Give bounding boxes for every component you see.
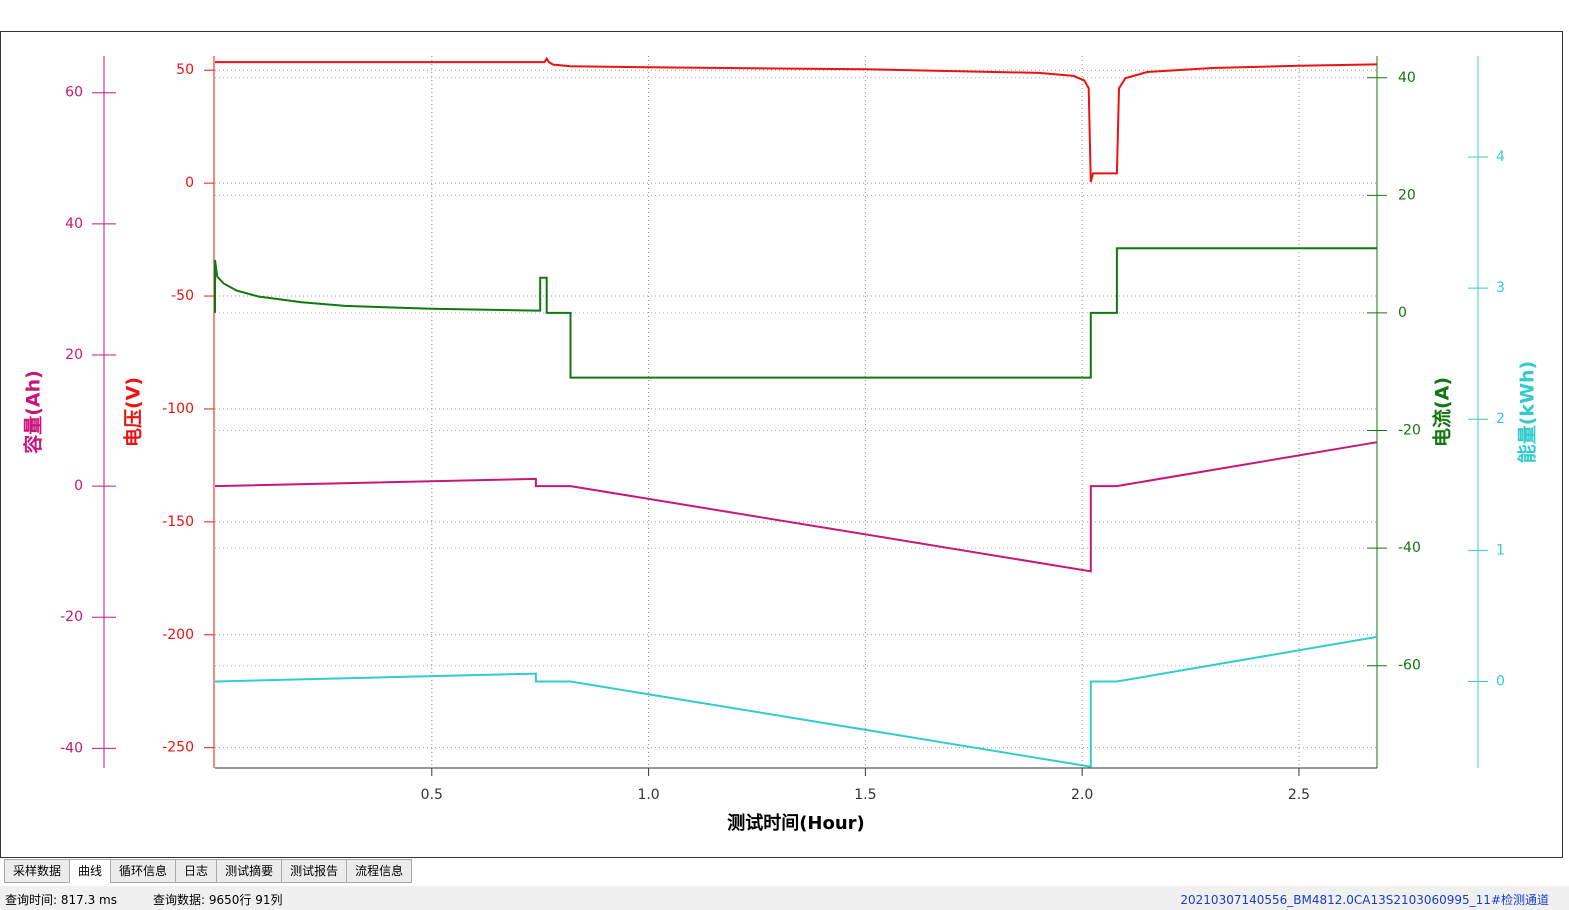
data-line	[214, 441, 1378, 573]
x-axis-label: 测试时间(Hour)	[727, 812, 865, 834]
y-tick-label: 20	[65, 347, 83, 363]
y-tick-label: 0	[185, 175, 194, 191]
chart-frame: 测试时间(Hour) 0.5 1.0 1.5 2.0 2.5 60 40 20 0 -20 -40 容…	[0, 31, 1563, 858]
y-tick-label: 0	[1398, 305, 1407, 321]
tab-bar: 采样数据 曲线 循环信息 日志 测试摘要 测试报告 流程信息	[4, 859, 413, 883]
y-tick-label: 4	[1496, 149, 1505, 165]
y-tick-label: -40	[1398, 540, 1421, 556]
tab[interactable]: 循环信息	[110, 859, 177, 883]
tab[interactable]: 测试摘要	[216, 859, 283, 883]
y-axis-label: 能量(kWh)	[1516, 361, 1539, 464]
y-axis-label: 电流(A)	[1431, 377, 1454, 447]
y-axis-label: 容量(Ah)	[22, 370, 45, 454]
tab[interactable]: 采样数据	[4, 859, 71, 883]
tab[interactable]: 流程信息	[346, 859, 413, 883]
data-line	[214, 635, 1378, 768]
y-tick-label: -40	[60, 740, 83, 756]
x-tick-label: 1.0	[637, 787, 659, 803]
y-tick-label: 2	[1496, 411, 1505, 427]
y-tick-label: -60	[1398, 658, 1421, 674]
y-tick-label: -250	[162, 740, 194, 756]
y-tick-label: 40	[65, 216, 83, 232]
channel: 20210307140556_BM4812.0CA13S2103060995_1…	[1180, 893, 1549, 907]
chart: 测试时间(Hour) 0.5 1.0 1.5 2.0 2.56040200-20-40容…	[22, 56, 1539, 834]
x-tick-label: 2.5	[1288, 787, 1310, 803]
x-tick-label: 0.5	[421, 787, 443, 803]
x-tick-label: 2.0	[1071, 787, 1093, 803]
y-tick-label: 40	[1398, 70, 1416, 86]
query-time: 查询时间: 817.3 ms	[5, 893, 117, 907]
y-tick-label: 0	[1496, 673, 1505, 689]
y-tick-label: -150	[162, 514, 194, 530]
y-tick-label: 50	[176, 62, 194, 78]
y-tick-label: 20	[1398, 187, 1416, 203]
y-tick-label: 1	[1496, 542, 1505, 558]
y-tick-label: -200	[162, 627, 194, 643]
data-line	[215, 56, 1378, 183]
y-tick-label: 0	[74, 478, 83, 494]
y-tick-label: -50	[171, 288, 194, 304]
y-tick-label: 60	[65, 85, 83, 101]
y-tick-label: 3	[1496, 280, 1505, 296]
data-line	[214, 247, 1377, 379]
y-tick-label: -100	[162, 401, 194, 417]
status-bar: 查询时间: 817.3 ms 查询数据: 9650行 91列 202103071…	[0, 886, 1569, 910]
y-axis-label: 电压(V)	[122, 377, 145, 447]
y-tick-label: -20	[60, 609, 83, 625]
tab[interactable]: 日志	[175, 859, 218, 883]
query-data: 查询数据: 9650行 91列	[153, 893, 283, 907]
tab[interactable]: 测试报告	[281, 859, 348, 883]
x-tick-label: 1.5	[854, 787, 876, 803]
y-tick-label: -20	[1398, 423, 1421, 439]
tab[interactable]: 曲线	[69, 859, 112, 883]
